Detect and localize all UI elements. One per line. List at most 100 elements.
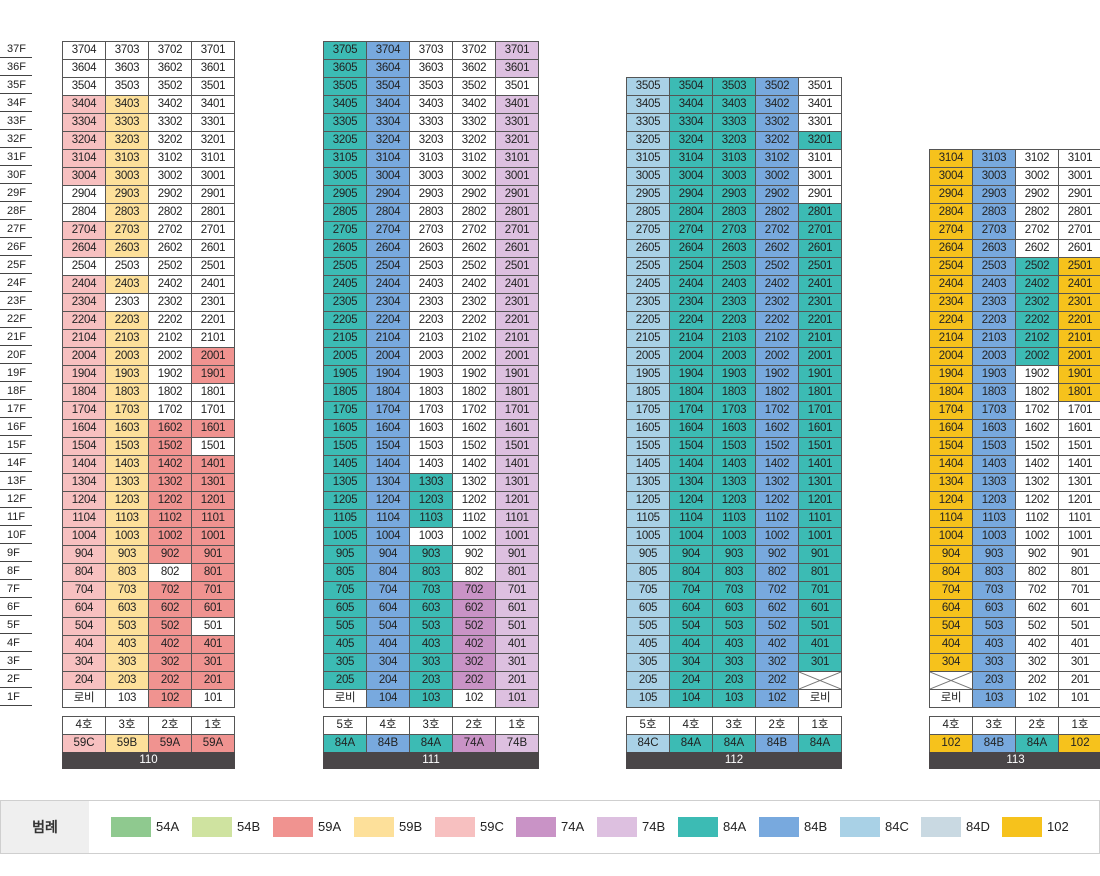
unit-cell: 202 (1015, 671, 1059, 690)
unit-cell: 202 (755, 671, 799, 690)
unit-cell: 2701 (798, 221, 842, 240)
unit-cell: 504 (929, 617, 973, 636)
unit-cell: 2302 (148, 293, 192, 312)
unit-cell: 901 (495, 545, 539, 564)
cross-icon (799, 672, 841, 689)
unit-cell: 403 (972, 635, 1016, 654)
unit-cell: 2502 (755, 257, 799, 276)
unit-cell: 202 (148, 671, 192, 690)
unit-cell: 904 (62, 545, 106, 564)
unit-cell: 1503 (712, 437, 756, 456)
unit-cell: 1001 (1058, 527, 1100, 546)
unit-cell: 702 (148, 581, 192, 600)
unit-cell: 905 (626, 545, 670, 564)
unit-cell: 601 (191, 599, 235, 618)
unit-cell: 3501 (191, 77, 235, 96)
unit-cell: 401 (495, 635, 539, 654)
unit-cell: 103 (972, 689, 1016, 708)
unit-cell: 3204 (366, 131, 410, 150)
legend-swatch (678, 817, 718, 837)
unit-cell: 2203 (712, 311, 756, 330)
unit-cell: 1201 (1058, 491, 1100, 510)
unit-cell: 3701 (191, 41, 235, 60)
unit-cell: 1401 (495, 455, 539, 474)
unit-cell: 2602 (1015, 239, 1059, 258)
unit-cell: 3004 (62, 167, 106, 186)
unit-cell: 2603 (105, 239, 149, 258)
unit-cell: 2104 (62, 329, 106, 348)
unit-cell: 3504 (366, 77, 410, 96)
unit-cell: 1903 (972, 365, 1016, 384)
unit-cell: 3002 (148, 167, 192, 186)
unit-cell: 1704 (669, 401, 713, 420)
unit-cell: 3005 (323, 167, 367, 186)
unit-cell: 1601 (1058, 419, 1100, 438)
unit-cell: 1303 (972, 473, 1016, 492)
line-label: 3호 (972, 716, 1016, 735)
unit-cell: 1301 (798, 473, 842, 492)
unit-cell: 3001 (191, 167, 235, 186)
unit-cell: 501 (798, 617, 842, 636)
legend-swatch (354, 817, 394, 837)
legend-label: 59C (480, 819, 504, 834)
unit-cell: 2202 (1015, 311, 1059, 330)
unit-cell: 2701 (1058, 221, 1100, 240)
unit-cell: 1203 (409, 491, 453, 510)
unit-cell: 1402 (1015, 455, 1059, 474)
line-label: 1호 (798, 716, 842, 735)
unit-cell: 3202 (755, 131, 799, 150)
unit-cell: 1502 (755, 437, 799, 456)
unit-cell: 3201 (798, 131, 842, 150)
unit-cell: 1501 (191, 437, 235, 456)
unit-cell: 602 (452, 599, 496, 618)
unit-cell: 2201 (495, 311, 539, 330)
unit-cell: 901 (798, 545, 842, 564)
unit-cell: 404 (366, 635, 410, 654)
unit-cell: 705 (323, 581, 367, 600)
unit-cell: 1203 (972, 491, 1016, 510)
unit-cell: 2902 (1015, 185, 1059, 204)
unit-cell: 2001 (495, 347, 539, 366)
unit-cell: 3702 (452, 41, 496, 60)
legend-swatch (192, 817, 232, 837)
unit-cell: 2503 (972, 257, 1016, 276)
unit-cell: 805 (323, 563, 367, 582)
unit-type-label: 84A (712, 734, 756, 753)
unit-cell: 105 (626, 689, 670, 708)
unit-cell: 3703 (105, 41, 149, 60)
unit-cell: 404 (929, 635, 973, 654)
unit-cell: 1802 (148, 383, 192, 402)
unit-cell: 803 (105, 563, 149, 582)
unit-cell: 2901 (798, 185, 842, 204)
unit-cell: 204 (366, 671, 410, 690)
unit-cell: 2402 (148, 275, 192, 294)
unit-cell: 201 (495, 671, 539, 690)
unit-cell: 3305 (626, 113, 670, 132)
unit-cell: 303 (712, 653, 756, 672)
unit-cell: 1003 (712, 527, 756, 546)
unit-cell: 3303 (712, 113, 756, 132)
unit-cell: 1802 (452, 383, 496, 402)
line-label: 2호 (148, 716, 192, 735)
unit-cell: 1803 (972, 383, 1016, 402)
legend-swatch (759, 817, 799, 837)
legend-label: 74A (561, 819, 585, 834)
floor-label: 3F (0, 652, 32, 670)
unit-cell: 2901 (1058, 185, 1100, 204)
unit-cell: 802 (452, 563, 496, 582)
unit-type-label: 84A (409, 734, 453, 753)
unit-cell: 1002 (452, 527, 496, 546)
unit-cell: 3702 (148, 41, 192, 60)
legend-swatch (1002, 817, 1042, 837)
unit-cell: 3603 (105, 59, 149, 78)
unit-cell: 3102 (1015, 149, 1059, 168)
unit-cell: 2903 (972, 185, 1016, 204)
unit-cell: 1601 (191, 419, 235, 438)
unit-cell: 3203 (105, 131, 149, 150)
unit-cell: 601 (1058, 599, 1100, 618)
unit-cell: 2202 (452, 311, 496, 330)
unit-cell: 2303 (409, 293, 453, 312)
floor-label: 37F (0, 40, 32, 58)
unit-cell: 3101 (1058, 149, 1100, 168)
unit-cell: 302 (148, 653, 192, 672)
